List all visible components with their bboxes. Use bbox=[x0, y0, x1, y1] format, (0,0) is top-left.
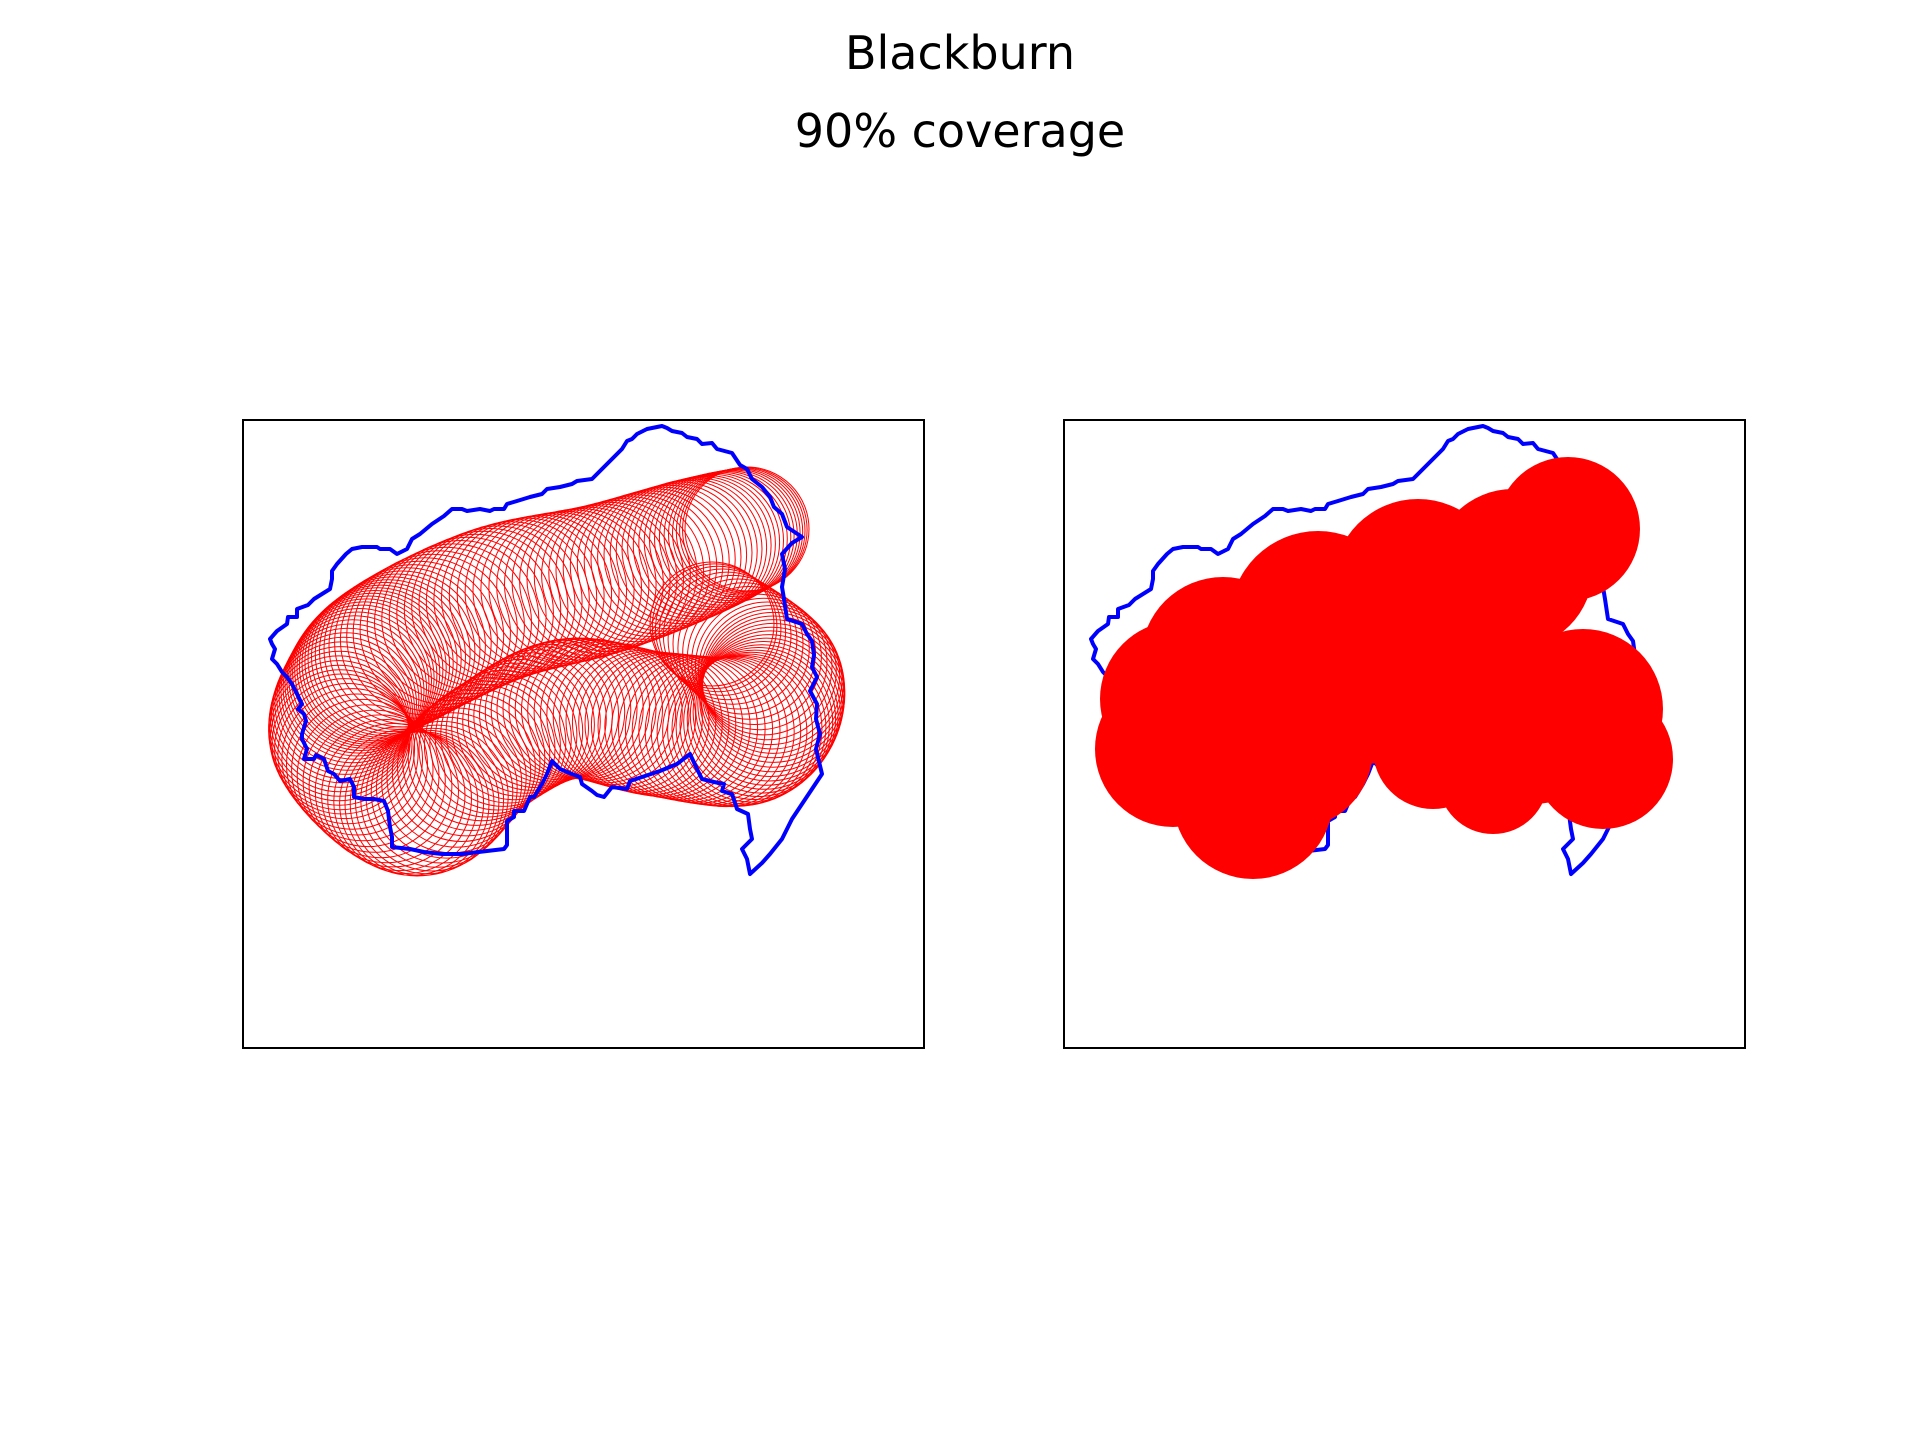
coverage-circle bbox=[701, 615, 845, 758]
coverage-circle bbox=[291, 597, 440, 747]
coverage-circle bbox=[479, 511, 635, 666]
coverage-circle bbox=[303, 584, 458, 738]
coverage-circle bbox=[503, 507, 657, 661]
coverage-circle bbox=[296, 592, 447, 743]
coverage-circle bbox=[526, 639, 670, 782]
coverage-circle bbox=[539, 641, 683, 785]
coverage-circle bbox=[662, 571, 792, 700]
coverage-circle bbox=[654, 565, 781, 692]
coverage-circle bbox=[653, 471, 788, 606]
coverage-circle bbox=[478, 643, 619, 784]
coverage-circles bbox=[267, 466, 845, 876]
coverage-circle bbox=[690, 593, 827, 730]
map-canvas-right bbox=[1088, 423, 1673, 879]
coverage-circle bbox=[686, 643, 836, 794]
coverage-circle bbox=[533, 640, 676, 783]
coverage-circle bbox=[320, 722, 465, 867]
coverage-circle bbox=[487, 510, 642, 664]
coverage-circle bbox=[271, 673, 412, 814]
coverage-circle bbox=[280, 687, 423, 830]
coverage-circle bbox=[412, 683, 550, 821]
map-panel-circle-outlines bbox=[242, 419, 925, 1049]
coverage-circle bbox=[562, 493, 711, 642]
coverage-circle bbox=[667, 574, 797, 705]
coverage-circle bbox=[314, 575, 471, 732]
coverage-area bbox=[1094, 456, 1673, 879]
coverage-circle bbox=[432, 520, 590, 678]
coverage-circle bbox=[375, 716, 518, 859]
coverage-circle bbox=[697, 601, 837, 740]
coverage-circle bbox=[423, 676, 561, 814]
coverage-circle bbox=[467, 648, 607, 788]
coverage-disc bbox=[1532, 688, 1673, 829]
coverage-circle bbox=[428, 673, 566, 810]
coverage-circle bbox=[439, 665, 577, 803]
coverage-circle bbox=[675, 651, 826, 803]
coverage-circle bbox=[314, 718, 459, 863]
coverage-circle bbox=[308, 713, 452, 858]
coverage-circle bbox=[663, 469, 795, 601]
coverage-circle bbox=[555, 495, 704, 645]
coverage-circle bbox=[520, 638, 663, 781]
coverage-circle bbox=[699, 604, 840, 745]
coverage-circle bbox=[307, 581, 462, 736]
coverage-circle bbox=[651, 562, 777, 689]
coverage-circle bbox=[569, 491, 717, 640]
coverage-circle bbox=[365, 724, 509, 868]
map-panel-filled-coverage bbox=[1063, 419, 1746, 1049]
coverage-circle bbox=[686, 589, 822, 725]
coverage-circle bbox=[301, 586, 454, 739]
coverage-circle bbox=[671, 653, 822, 804]
coverage-circle bbox=[603, 653, 751, 800]
coverage-circle bbox=[349, 730, 495, 876]
coverage-circle bbox=[293, 595, 443, 745]
coverage-circle bbox=[450, 658, 589, 797]
blackburn-boundary bbox=[267, 423, 824, 876]
coverage-circle bbox=[658, 568, 786, 696]
coverage-circle bbox=[273, 677, 415, 819]
coverage-circle bbox=[511, 506, 664, 659]
coverage-circle bbox=[318, 573, 475, 730]
coverage-circle bbox=[302, 709, 446, 853]
coverage-circle bbox=[386, 707, 527, 848]
coverage-circle bbox=[631, 655, 781, 805]
coverage-circle bbox=[278, 623, 422, 767]
figure-title: Blackburn bbox=[844, 26, 1076, 80]
coverage-circle bbox=[676, 581, 810, 715]
coverage-circle bbox=[270, 640, 413, 783]
coverage-circle bbox=[391, 702, 531, 842]
coverage-circle bbox=[682, 646, 833, 797]
coverage-circle bbox=[461, 651, 601, 791]
coverage-circle bbox=[637, 474, 776, 612]
coverage-circle bbox=[388, 536, 547, 695]
coverage-circle bbox=[495, 508, 649, 662]
coverage-circle bbox=[597, 652, 743, 799]
coverage-circle bbox=[290, 698, 433, 841]
coverage-circle bbox=[672, 578, 803, 709]
coverage-circle bbox=[643, 473, 780, 610]
coverage-circle bbox=[689, 640, 839, 790]
coverage-circle bbox=[649, 561, 774, 686]
coverage-circle bbox=[425, 522, 583, 680]
coverage-circle bbox=[328, 566, 486, 725]
coverage-circle bbox=[615, 479, 758, 622]
coverage-circle bbox=[590, 651, 736, 797]
coverage-circle bbox=[285, 607, 432, 754]
map-canvas-left bbox=[267, 423, 845, 876]
figure-subtitle: 90% coverage bbox=[794, 104, 1126, 158]
coverage-disc bbox=[1372, 688, 1493, 809]
coverage-circle bbox=[694, 597, 833, 735]
coverage-circle bbox=[610, 653, 758, 801]
coverage-circle bbox=[626, 476, 767, 617]
coverage-circle bbox=[694, 633, 843, 781]
coverage-circle bbox=[448, 517, 605, 673]
coverage-circle bbox=[298, 589, 450, 741]
